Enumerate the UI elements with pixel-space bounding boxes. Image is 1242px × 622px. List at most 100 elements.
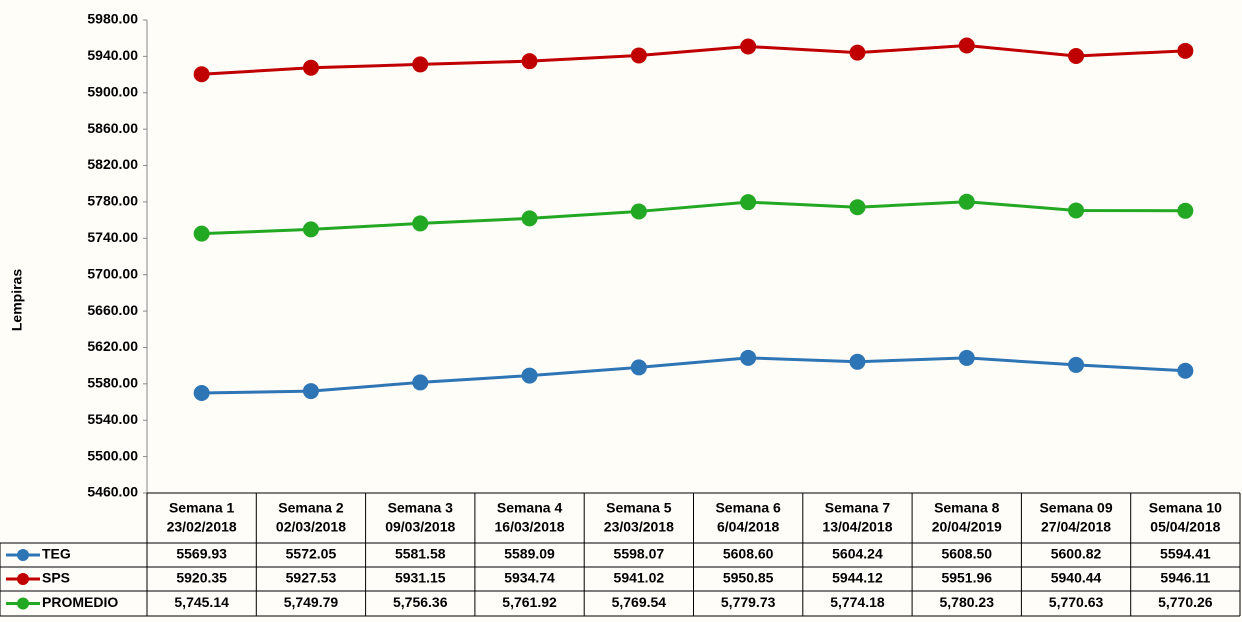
data-point xyxy=(412,215,428,231)
y-tick-label: 5900.00 xyxy=(87,83,138,99)
table-value: 5608.60 xyxy=(723,546,774,562)
x-tick-label: 13/04/2018 xyxy=(822,519,892,535)
table-value: 5951.96 xyxy=(941,570,992,586)
data-point xyxy=(849,45,865,61)
x-tick-label: Semana 3 xyxy=(388,500,454,516)
x-tick-label: Semana 7 xyxy=(825,500,891,516)
y-tick-label: 5940.00 xyxy=(87,47,138,63)
y-tick-label: 5820.00 xyxy=(87,156,138,172)
data-point xyxy=(1068,48,1084,64)
data-point xyxy=(522,53,538,69)
data-point xyxy=(631,359,647,375)
y-tick-label: 5860.00 xyxy=(87,120,138,136)
table-value: 5581.58 xyxy=(395,546,446,562)
table-value: 5569.93 xyxy=(176,546,227,562)
table-value: 5,780.23 xyxy=(940,594,995,610)
x-tick-label: Semana 8 xyxy=(934,500,1000,516)
y-tick-label: 5500.00 xyxy=(87,447,138,463)
data-point xyxy=(1177,203,1193,219)
table-value: 5589.09 xyxy=(504,546,555,562)
data-point xyxy=(303,383,319,399)
data-point xyxy=(522,210,538,226)
y-tick-label: 5540.00 xyxy=(87,411,138,427)
chart: Lempiras 5460.00 5500.00 5540.00 5580.00 562… xyxy=(0,0,1242,622)
data-point xyxy=(740,194,756,210)
data-point xyxy=(1068,357,1084,373)
x-tick-label: Semana 09 xyxy=(1039,500,1112,516)
data-point xyxy=(959,350,975,366)
legend-marker xyxy=(17,573,29,585)
table-value: 5946.11 xyxy=(1160,570,1210,586)
table-value: 5,770.63 xyxy=(1049,594,1104,610)
data-point xyxy=(194,66,210,82)
table-value: 5600.82 xyxy=(1051,546,1102,562)
table-value: 5572.05 xyxy=(286,546,337,562)
table-value: 5598.07 xyxy=(614,546,665,562)
data-point xyxy=(740,39,756,55)
data-point xyxy=(631,203,647,219)
x-tick-label: Semana 4 xyxy=(497,500,563,516)
data-point xyxy=(522,368,538,384)
data-point xyxy=(303,221,319,237)
table-value: 5,769.54 xyxy=(612,594,667,610)
data-point xyxy=(412,56,428,72)
table-value: 5944.12 xyxy=(832,570,883,586)
data-point xyxy=(959,38,975,54)
table-value: 5940.44 xyxy=(1051,570,1102,586)
data-point xyxy=(1177,43,1193,59)
x-tick-label: 23/03/2018 xyxy=(604,519,674,535)
data-point xyxy=(303,60,319,76)
x-tick-label: 09/03/2018 xyxy=(385,519,455,535)
y-axis-label: Lempiras xyxy=(9,269,25,331)
y-tick-label: 5980.00 xyxy=(87,11,138,27)
table-value: 5608.50 xyxy=(941,546,992,562)
legend-marker xyxy=(17,549,29,561)
table-value: 5931.15 xyxy=(395,570,446,586)
data-point xyxy=(1177,363,1193,379)
data-point xyxy=(849,354,865,370)
table-value: 5,749.79 xyxy=(284,594,339,610)
legend-label: TEG xyxy=(42,546,71,562)
table-value: 5,779.73 xyxy=(721,594,776,610)
table-value: 5,756.36 xyxy=(393,594,448,610)
table-value: 5,745.14 xyxy=(174,594,229,610)
y-tick-label: 5780.00 xyxy=(87,193,138,209)
table-value: 5927.53 xyxy=(286,570,337,586)
data-point xyxy=(194,385,210,401)
table-value: 5920.35 xyxy=(176,570,227,586)
y-tick-label: 5580.00 xyxy=(87,375,138,391)
table-value: 5934.74 xyxy=(504,570,555,586)
x-tick-label: 6/04/2018 xyxy=(717,519,779,535)
x-tick-label: Semana 2 xyxy=(278,500,344,516)
x-tick-label: 16/03/2018 xyxy=(495,519,565,535)
legend-marker xyxy=(17,598,29,610)
x-tick-label: 20/04/2019 xyxy=(932,519,1002,535)
data-point xyxy=(412,374,428,390)
data-point xyxy=(631,47,647,63)
data-point xyxy=(194,226,210,242)
table-value: 5941.02 xyxy=(614,570,665,586)
x-tick-label: 05/04/2018 xyxy=(1150,519,1220,535)
y-tick-label: 5660.00 xyxy=(87,302,138,318)
data-point xyxy=(1068,202,1084,218)
x-tick-label: Semana 6 xyxy=(715,500,781,516)
table-value: 5,774.18 xyxy=(830,594,885,610)
x-tick-label: Semana 1 xyxy=(169,500,235,516)
table-value: 5604.24 xyxy=(832,546,883,562)
data-point xyxy=(740,350,756,366)
table-value: 5950.85 xyxy=(723,570,774,586)
x-tick-label: Semana 5 xyxy=(606,500,672,516)
y-tick-label: 5740.00 xyxy=(87,229,138,245)
table-value: 5,770.26 xyxy=(1158,594,1213,610)
x-tick-label: 27/04/2018 xyxy=(1041,519,1111,535)
table-value: 5,761.92 xyxy=(502,594,557,610)
y-tick-label: 5620.00 xyxy=(87,338,138,354)
x-tick-label: 02/03/2018 xyxy=(276,519,346,535)
legend-label: SPS xyxy=(42,570,70,586)
x-tick-label: 23/02/2018 xyxy=(167,519,237,535)
x-tick-label: Semana 10 xyxy=(1149,500,1222,516)
y-tick-label: 5700.00 xyxy=(87,265,138,281)
data-point xyxy=(849,199,865,215)
y-tick-label: 5460.00 xyxy=(87,484,138,500)
data-point xyxy=(959,194,975,210)
